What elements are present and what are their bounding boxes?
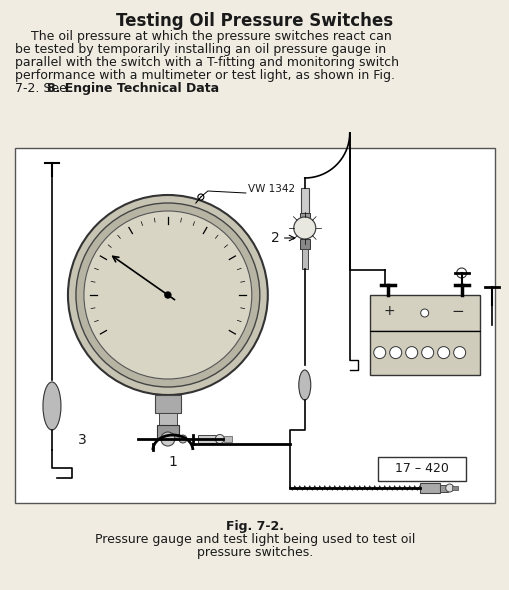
Circle shape: [373, 346, 385, 359]
Circle shape: [160, 432, 175, 446]
Circle shape: [76, 203, 259, 387]
Text: parallel with the switch with a T-fitting and monitoring switch: parallel with the switch with a T-fittin…: [15, 56, 398, 69]
Bar: [155, 395, 181, 413]
Text: The oil pressure at which the pressure switches react can: The oil pressure at which the pressure s…: [15, 30, 391, 43]
Circle shape: [445, 484, 453, 492]
Circle shape: [437, 346, 449, 359]
Text: 8. Engine Technical Data: 8. Engine Technical Data: [47, 82, 219, 95]
Circle shape: [84, 211, 251, 379]
Text: performance with a multimeter or test light, as shown in Fig.: performance with a multimeter or test li…: [15, 69, 394, 82]
Bar: [451, 486, 457, 490]
Bar: [299, 239, 309, 249]
Text: pressure switches.: pressure switches.: [196, 546, 313, 559]
Circle shape: [456, 268, 466, 278]
Text: 2: 2: [270, 231, 279, 245]
Text: Pressure gauge and test light being used to test oil: Pressure gauge and test light being used…: [95, 533, 414, 546]
Circle shape: [420, 309, 428, 317]
Text: 7-2. See: 7-2. See: [15, 82, 71, 95]
Bar: [223, 436, 232, 442]
Text: −: −: [450, 303, 463, 319]
Bar: [369, 295, 478, 331]
Circle shape: [179, 435, 186, 443]
Bar: [300, 188, 308, 213]
Text: Testing Oil Pressure Switches: Testing Oil Pressure Switches: [116, 12, 392, 30]
Circle shape: [68, 195, 267, 395]
Text: 3: 3: [78, 433, 87, 447]
Text: +: +: [383, 304, 395, 318]
Bar: [159, 413, 177, 425]
Bar: [299, 213, 309, 221]
Text: be tested by temporarily installing an oil pressure gauge in: be tested by temporarily installing an o…: [15, 43, 385, 56]
Ellipse shape: [298, 370, 310, 400]
Bar: [439, 484, 447, 491]
Circle shape: [197, 194, 204, 200]
Circle shape: [215, 434, 224, 444]
Text: 17 – 420: 17 – 420: [394, 463, 448, 476]
Circle shape: [405, 346, 417, 359]
Ellipse shape: [43, 382, 61, 430]
Text: VW 1342: VW 1342: [247, 184, 294, 194]
Bar: [377, 457, 465, 481]
Bar: [301, 249, 307, 269]
Circle shape: [453, 346, 465, 359]
Circle shape: [293, 217, 315, 239]
Circle shape: [164, 292, 171, 298]
Text: Fig. 7-2.: Fig. 7-2.: [225, 520, 283, 533]
Circle shape: [389, 346, 401, 359]
Bar: [419, 483, 439, 493]
Circle shape: [421, 346, 433, 359]
Bar: [369, 331, 478, 375]
Text: .: .: [161, 82, 165, 95]
Bar: [15, 148, 494, 503]
Text: 1: 1: [168, 455, 177, 469]
Bar: [157, 425, 179, 439]
Bar: [197, 435, 215, 443]
